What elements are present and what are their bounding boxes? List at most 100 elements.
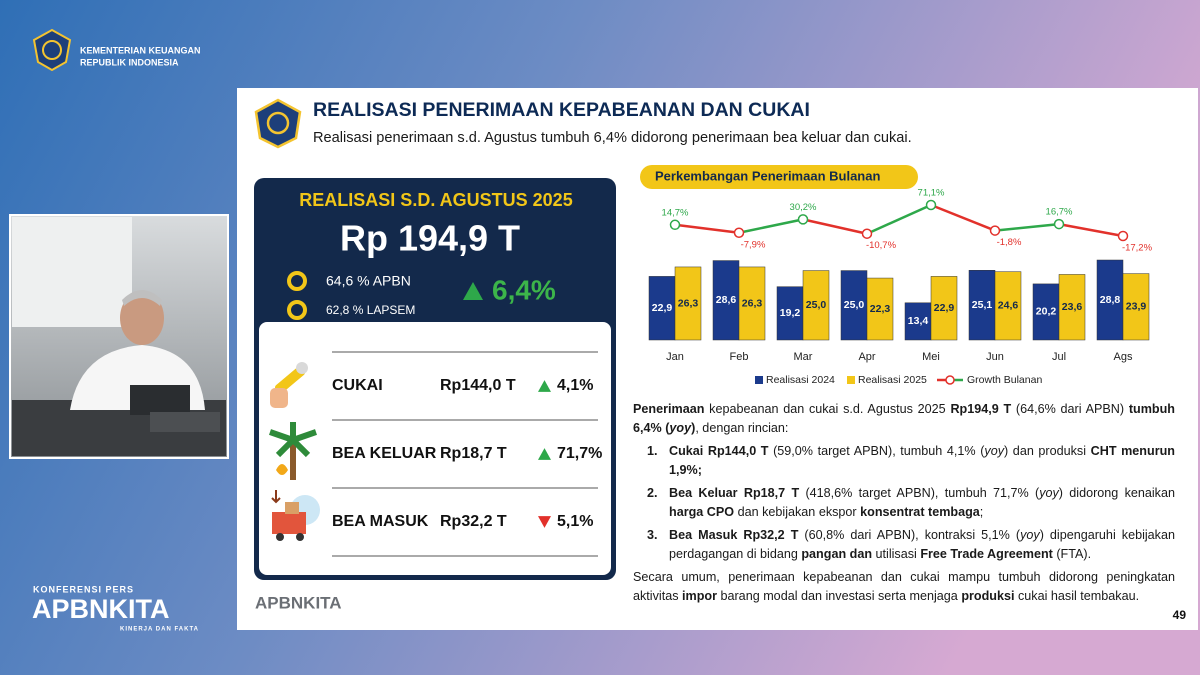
item-growth: 4,1% [557,377,593,394]
line-segment [738,218,804,234]
bar-value-label: 20,2 [1036,306,1057,318]
bar [904,302,932,341]
intro-paragraph: Penerimaan kepabeanan dan cukai s.d. Agu… [633,400,1175,438]
item-amount: Rp144,0 T [440,377,516,394]
item-growth: 5,1% [557,513,593,530]
line-segment [674,223,740,234]
donut-icon [287,271,307,320]
text-run: , dengan rincian: [695,421,789,435]
slide-logo [254,98,302,149]
country-name: REPUBLIK INDONESIA [80,57,179,67]
line-value-label: 71,1% [918,188,945,199]
line-segment [994,222,1060,232]
bar-value-label: 22,9 [652,302,673,314]
event-brand: APBNKITA [32,594,170,624]
text-run: ) didorong kenaikan [1058,486,1175,500]
text-run: Rp194,9 T [950,402,1012,416]
x-tick-label: Mei [922,351,940,363]
text-run: (59,0% target APBN), tumbuh 4,1% ( [768,444,985,458]
line-point [669,219,681,231]
ministry-logo [32,28,72,72]
text-run: Bea Keluar Rp18,7 T [669,486,800,500]
slide-title: REALISASI PENERIMAAN KEPABEANAN DAN CUKA… [313,99,810,121]
text-run: impor [682,589,717,603]
line-value-label: 14,7% [662,207,689,218]
line-value-label: -17,2% [1122,243,1153,254]
bar [968,270,996,341]
trend-up-icon [538,448,551,460]
bar [840,270,868,341]
line-segment [802,218,868,235]
bar [1122,273,1150,341]
legend-label: Realisasi 2025 [858,374,927,386]
legend-swatch [847,376,855,384]
list-number: 2. [647,486,658,500]
legend-marker [945,375,955,385]
line-point [1117,230,1129,242]
line-value-label: 30,2% [790,202,817,213]
x-tick-label: Ags [1114,351,1133,363]
bar-value-label: 22,9 [934,302,955,314]
text-run: yoy [1020,528,1040,542]
bar-value-label: 23,9 [1126,301,1147,313]
bar [1058,274,1086,341]
text-run: Secara umum, penerimaan kepabeanan dan c… [633,570,1175,603]
event-tagline: KINERJA DAN FAKTA [120,627,199,633]
summary-items-panel [259,322,611,575]
legend-swatch [755,376,763,384]
bar-value-label: 28,8 [1100,294,1121,306]
item-amount: Rp18,7 T [440,445,507,462]
text-run: Bea Masuk Rp32,2 T [669,528,799,542]
text-run: cukai hasil tembakau. [1014,589,1140,603]
cukai-icon [270,362,308,408]
text-run: Penerimaan [633,402,705,416]
line-segment [866,203,932,235]
text-run: ) dan produksi [1004,444,1091,458]
event-label: KONFERENSI PERS [33,584,134,594]
text-run: CHT menurun 1,9%; [669,444,1175,477]
text-run: tumbuh 6,4% ( [633,402,1175,435]
list-number: 1. [647,444,658,458]
list-item: 3. Bea Masuk Rp32,2 T (60,8% dari APBN), … [633,526,1175,564]
bar [1096,259,1124,341]
chart-title-pill [640,165,918,189]
line-segment [930,203,996,232]
list-text: Bea Keluar Rp18,7 T (418,6% target APBN)… [669,484,1175,522]
text-run: ) [691,421,696,435]
x-tick-label: Jun [986,351,1004,363]
text-run: pangan dan [801,547,873,561]
list-number: 3. [647,528,658,542]
trend-down-icon [538,516,551,528]
bar-value-label: 19,2 [780,307,801,319]
list-item: 2. Bea Keluar Rp18,7 T (418,6% target APB… [633,484,1175,522]
x-tick-label: Jan [666,351,684,363]
bar [930,276,958,341]
trend-up-icon [538,380,551,392]
line-value-label: -7,9% [741,239,766,250]
text-run: (64,6% dari APBN) [1011,402,1129,416]
text-run: yoy [1039,486,1059,500]
text-run: yoy [984,444,1005,458]
slide-brand: APBNKITA [255,593,342,612]
apbn-share: 64,6 % APBN [326,273,411,289]
bar-value-label: 25,1 [972,299,993,311]
list-text: Bea Masuk Rp32,2 T (60,8% dari APBN), ko… [669,526,1175,564]
bar [866,277,894,341]
list-item: 1. Cukai Rp144,0 T (59,0% target APBN), t… [633,442,1175,480]
text-run: harga CPO [669,505,735,519]
list-text: Cukai Rp144,0 T (59,0% target APBN), tum… [669,442,1175,480]
text-run: kepabeanan dan cukai s.d. Agustus 2025 [704,402,951,416]
legend-label: Growth Bulanan [967,374,1042,386]
bar-value-label: 25,0 [806,299,827,311]
speaker-video [9,214,229,459]
item-amount: Rp32,2 T [440,513,507,530]
ministry-name: KEMENTERIAN KEUANGAN [80,45,201,55]
line-point [989,225,1001,236]
line-point [797,214,809,225]
bea-keluar-icon [269,422,317,480]
item-name: CUKAI [332,377,383,394]
bar [712,260,740,341]
legend-label: Realisasi 2024 [766,374,835,386]
